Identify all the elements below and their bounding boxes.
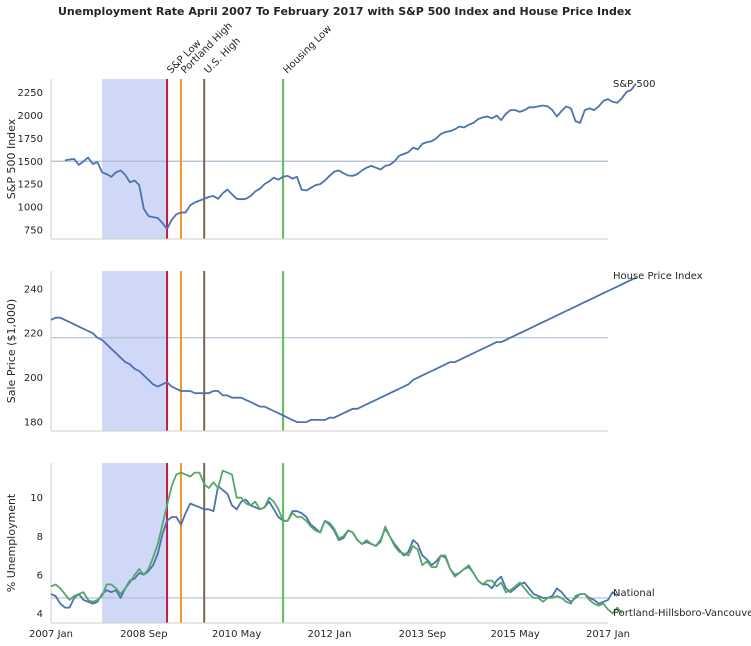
y-axis-label: S&P 500 Index	[5, 118, 18, 199]
series-line-0	[64, 83, 637, 230]
series-label: S&P 500	[613, 79, 655, 90]
panel-unemployment: 4 6 8 10 % Unemployment National Portland-Hill…	[5, 463, 751, 640]
panel-sp500: 750 1000 1250 1500 1750 2000 2250 S&P 500 Index…	[5, 21, 655, 240]
x-tick-label: 2010 May	[212, 629, 261, 640]
series-label: Portland-Hillsboro-Vancouver	[613, 608, 751, 619]
y-tick-label: 1750	[18, 134, 43, 145]
x-tick-label: 2017 Jan	[586, 629, 630, 640]
y-tick-label: 4	[37, 609, 43, 620]
series-line-0	[50, 276, 637, 424]
event-label-3: Housing Low	[281, 23, 334, 76]
series-label: House Price Index	[613, 271, 703, 282]
x-tick-label: 2007 Jan	[29, 629, 73, 640]
series-line-1	[50, 469, 623, 615]
y-tick-label: 2000	[18, 111, 43, 122]
y-tick-label: 240	[24, 284, 43, 295]
x-tick-label: 2013 Sep	[399, 629, 446, 640]
y-tick-label: 200	[24, 373, 43, 384]
panel-hpi: 180 200 220 240 Sale Price ($1,000) House Pri…	[5, 271, 703, 432]
y-tick-label: 6	[37, 570, 43, 581]
x-tick-label: 2008 Sep	[120, 629, 167, 640]
series-label: National	[613, 588, 655, 599]
shaded-period-band	[102, 463, 168, 623]
y-tick-label: 750	[24, 225, 43, 236]
y-tick-label: 180	[24, 418, 43, 429]
y-axis-label: % Unemployment	[5, 493, 18, 592]
y-tick-label: 2250	[18, 88, 43, 99]
y-tick-label: 8	[37, 532, 43, 543]
y-tick-label: 1000	[18, 203, 43, 214]
shaded-period-band	[102, 271, 168, 431]
chart-title: Unemployment Rate April 2007 To February…	[58, 5, 631, 18]
y-axis-label: Sale Price ($1,000)	[5, 299, 18, 403]
y-tick-label: 10	[30, 493, 43, 504]
x-tick-label: 2012 Jan	[307, 629, 351, 640]
y-tick-label: 1500	[18, 157, 43, 168]
y-tick-label: 1250	[18, 180, 43, 191]
x-tick-label: 2015 May	[491, 629, 540, 640]
y-tick-label: 220	[24, 329, 43, 340]
panels: 750 1000 1250 1500 1750 2000 2250 S&P 500 Index…	[5, 21, 751, 640]
shaded-period-band	[102, 79, 168, 239]
